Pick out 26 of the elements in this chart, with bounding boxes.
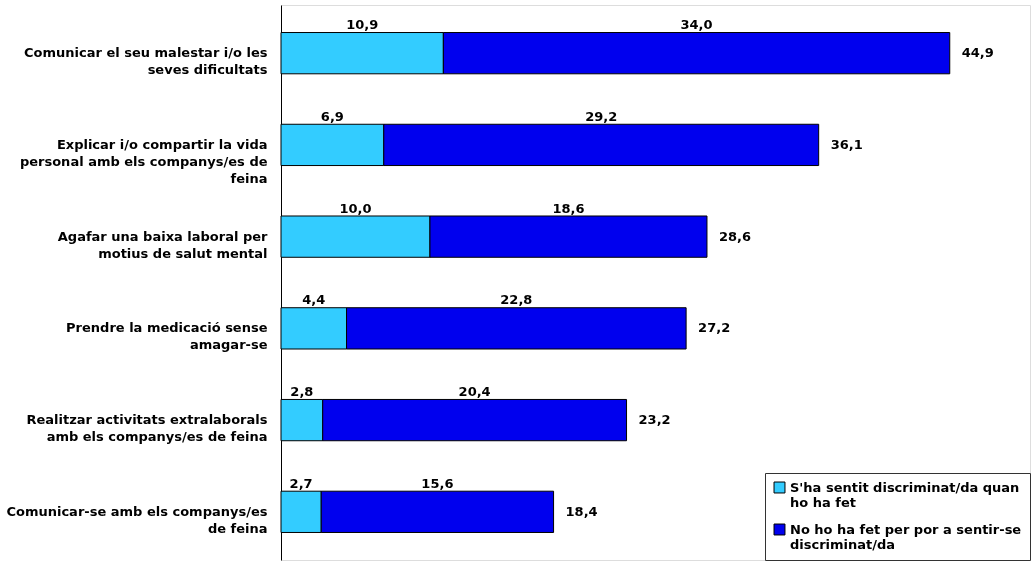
legend-label: No ho ha fet per por a sentir-se discriminat/da [790,521,1022,552]
legend-label: S'ha sentit discriminat/da quan ho ha fet [790,479,1020,510]
data-label: 18,6 [552,200,585,216]
data-label: 2,8 [290,384,314,400]
data-label: 10,9 [346,17,379,33]
data-label: 22,8 [500,292,533,308]
total-label: 27,2 [698,320,731,336]
y-tick-label: Realitzar activitats extralaborals amb els companys/es de feina [26,412,268,445]
data-label: 6,9 [320,108,344,124]
data-label: 2,7 [289,475,313,491]
data-label: 34,0 [680,17,713,33]
data-label: 4,4 [302,292,326,308]
data-label: 10,0 [339,200,372,216]
y-tick-label: Prendre la medicació sense amagar-se [66,320,268,353]
total-label: 36,1 [830,136,863,152]
data-label: 20,4 [458,384,491,400]
total-label: 23,2 [638,412,671,428]
y-tick-label: Agafar una baixa laboral per motius de salut mental [57,228,269,261]
total-label: 28,6 [718,228,752,244]
y-tick-label: Comunicar el seu malestar i/o les seves dificultats [24,45,268,78]
data-label: 15,6 [421,475,454,491]
data-label: 29,2 [585,108,618,124]
total-label: 44,9 [961,45,994,61]
y-tick-label: Explicar i/o compartir la vida personal amb els companys/es de feina [19,136,268,186]
total-label: 18,4 [565,503,598,519]
y-tick-label: Comunicar-se amb els companys/es de feina [6,503,268,536]
